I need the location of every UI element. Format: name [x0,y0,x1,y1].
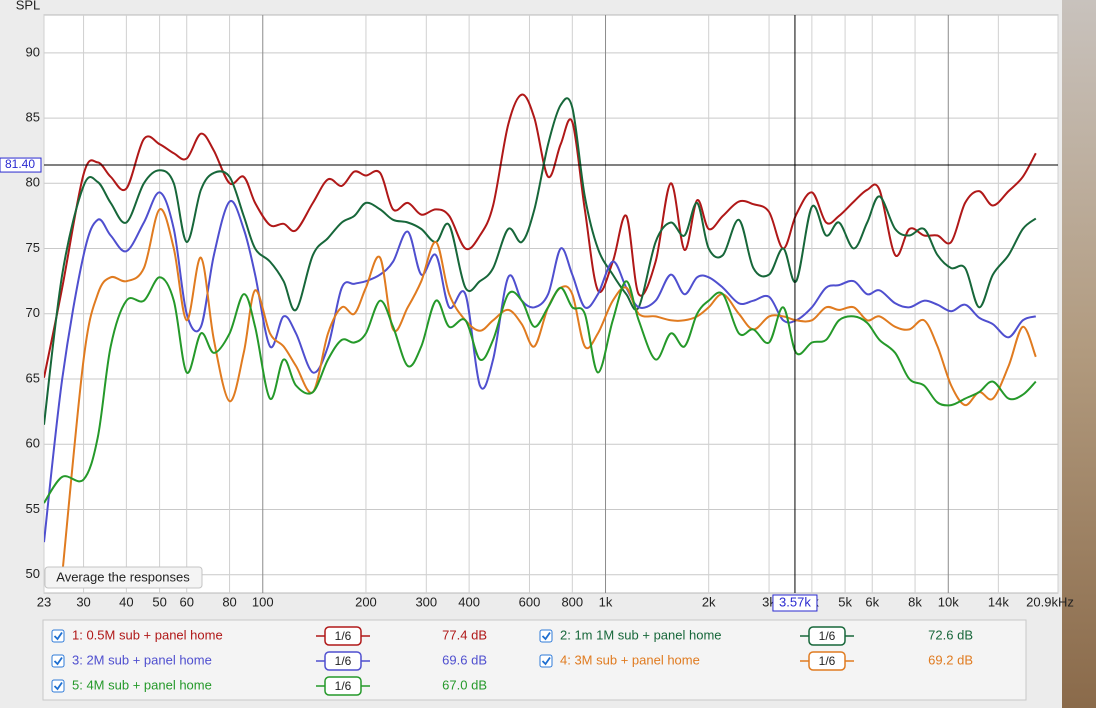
y-tick-label: 90 [26,44,40,59]
cursor-x-value: 3.57k [779,594,811,609]
x-tick-label: 23 [37,594,51,609]
checkmark[interactable] [53,631,63,641]
series-name: 1: 0.5M sub + panel home [72,627,223,642]
checkmark[interactable] [541,631,551,641]
legend-entry[interactable]: 4: 3M sub + panel home 1/6 69.2 dB [539,651,973,671]
checkmark[interactable] [53,681,63,691]
smoothing-icon[interactable] [324,651,362,671]
response-line [44,276,1037,504]
smoothing-icon[interactable] [808,651,846,671]
x-tick-label: 300 [415,594,437,609]
desktop-edge [1062,0,1096,708]
series-name: 5: 4M sub + panel home [72,677,212,692]
average-button[interactable]: Average the responses [44,566,203,589]
series-name: 3: 2M sub + panel home [72,652,212,667]
x-tick-label: 2k [702,594,716,609]
x-tick-label: 80 [222,594,236,609]
checkbox[interactable] [539,629,553,643]
x-tick-label: 20.9kHz [1026,594,1074,609]
checkbox[interactable] [51,629,65,643]
y-tick-label: 65 [26,370,40,385]
x-tick-label: 30 [76,594,90,609]
y-tick-label: 60 [26,436,40,451]
legend-entry[interactable]: 1: 0.5M sub + panel home 1/6 77.4 dB [51,626,487,646]
checkbox[interactable] [539,654,553,668]
smoothing-label: 1/6 [335,679,352,693]
x-tick-label: 50 [152,594,166,609]
average-level: 72.6 dB [928,627,973,642]
x-tick-label: 8k [908,594,922,609]
button-label[interactable]: Average the responses [56,569,190,584]
checkbox[interactable] [51,679,65,693]
y-tick-label: 50 [26,566,40,581]
smoothing-icon[interactable] [808,626,846,646]
average-level: 69.2 dB [928,652,973,667]
x-tick-label: 14k [988,594,1009,609]
x-tick-label: 600 [519,594,541,609]
x-tick-label: 10k [938,594,959,609]
cursor-y-box [0,157,42,173]
checkmark[interactable] [541,656,551,666]
y-tick-label: 75 [26,240,40,255]
cursor-x-box [772,594,818,612]
average-level: 67.0 dB [442,677,487,692]
x-tick-label: 6k [865,594,879,609]
x-tick-label: 800 [561,594,583,609]
x-tick-label: 1k [599,594,613,609]
smoothing-label: 1/6 [819,629,836,643]
response-line [44,93,1037,378]
response-line [44,97,1037,425]
legend-entry[interactable]: 2: 1m 1M sub + panel home 1/6 72.6 dB [539,626,973,646]
legend-panel [42,619,1027,701]
cursor-y-value: 81.40 [5,157,35,171]
x-tick-label: 40 [119,594,133,609]
series-name: 4: 3M sub + panel home [560,652,700,667]
smoothing-label: 1/6 [335,629,352,643]
average-level: 69.6 dB [442,652,487,667]
average-level: 77.4 dB [442,627,487,642]
response-line [61,208,1037,575]
smoothing-icon[interactable] [324,676,362,696]
x-tick-label: 200 [355,594,377,609]
smoothing-icon[interactable] [324,626,362,646]
checkbox[interactable] [51,654,65,668]
y-tick-label: 55 [26,501,40,516]
x-tick-label: 100 [252,594,274,609]
legend-entry[interactable]: 5: 4M sub + panel home 1/6 67.0 dB [51,676,487,696]
y-tick-label: 85 [26,110,40,125]
button-frame[interactable] [44,566,203,589]
y-axis-label: SPL [16,0,41,12]
smoothing-label: 1/6 [819,654,836,668]
legend-entry[interactable]: 3: 2M sub + panel home 1/6 69.6 dB [51,651,487,671]
checkmark[interactable] [53,656,63,666]
x-tick-label: 60 [179,594,193,609]
response-line [44,191,1037,543]
smoothing-label: 1/6 [335,654,352,668]
series-name: 2: 1m 1M sub + panel home [560,627,722,642]
x-tick-label: 5k [838,594,852,609]
y-tick-label: 80 [26,175,40,190]
x-tick-label: 400 [458,594,480,609]
y-tick-label: 70 [26,305,40,320]
